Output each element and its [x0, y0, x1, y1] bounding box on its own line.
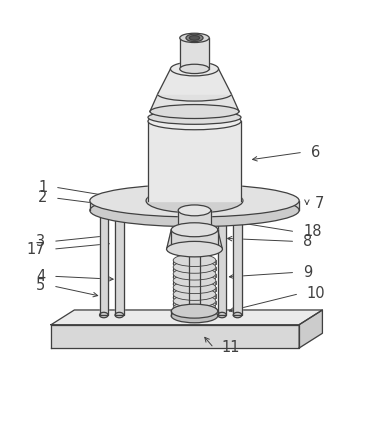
Ellipse shape [150, 104, 239, 119]
Ellipse shape [146, 188, 243, 213]
Ellipse shape [90, 184, 299, 217]
Text: 8: 8 [303, 234, 312, 249]
Ellipse shape [173, 295, 216, 307]
Ellipse shape [148, 111, 241, 124]
Ellipse shape [218, 208, 226, 213]
Ellipse shape [173, 278, 216, 290]
Ellipse shape [173, 258, 216, 270]
Ellipse shape [173, 271, 216, 283]
Polygon shape [51, 325, 299, 348]
Text: 17: 17 [26, 242, 45, 257]
Ellipse shape [171, 223, 218, 237]
Text: 1: 1 [38, 180, 47, 194]
Ellipse shape [189, 36, 200, 40]
Polygon shape [180, 38, 209, 69]
Text: 9: 9 [303, 265, 312, 280]
Ellipse shape [158, 87, 231, 101]
Ellipse shape [173, 285, 216, 297]
Text: 10: 10 [307, 286, 326, 301]
Ellipse shape [173, 261, 216, 273]
Text: 5: 5 [36, 278, 45, 293]
Text: 6: 6 [311, 145, 320, 160]
Polygon shape [90, 201, 299, 210]
Polygon shape [171, 230, 218, 249]
Ellipse shape [115, 312, 124, 318]
Ellipse shape [178, 205, 211, 216]
Ellipse shape [233, 208, 242, 213]
Ellipse shape [166, 242, 223, 257]
Ellipse shape [173, 274, 216, 287]
Ellipse shape [170, 62, 219, 76]
Polygon shape [218, 210, 226, 315]
Ellipse shape [173, 298, 216, 310]
Polygon shape [189, 210, 200, 315]
Text: 2: 2 [38, 190, 47, 206]
Polygon shape [115, 210, 124, 315]
Ellipse shape [173, 288, 216, 301]
Polygon shape [150, 94, 239, 111]
Ellipse shape [173, 301, 216, 314]
Ellipse shape [171, 304, 218, 318]
Ellipse shape [178, 224, 211, 235]
Polygon shape [100, 210, 108, 315]
Ellipse shape [173, 264, 216, 277]
Ellipse shape [100, 312, 108, 318]
Ellipse shape [148, 192, 241, 209]
Text: 11: 11 [222, 341, 240, 356]
Text: 3: 3 [36, 234, 45, 249]
Polygon shape [178, 210, 211, 230]
Text: 7: 7 [315, 196, 324, 211]
Ellipse shape [173, 268, 216, 280]
Polygon shape [166, 230, 223, 249]
Text: 18: 18 [303, 224, 322, 239]
Ellipse shape [218, 312, 226, 318]
Polygon shape [233, 210, 242, 315]
Ellipse shape [171, 242, 218, 256]
Polygon shape [148, 121, 241, 201]
Ellipse shape [90, 194, 299, 226]
Ellipse shape [173, 281, 216, 293]
Text: 4: 4 [36, 269, 45, 284]
Polygon shape [299, 310, 322, 348]
Ellipse shape [100, 208, 108, 213]
Ellipse shape [173, 305, 216, 317]
Ellipse shape [180, 33, 209, 43]
Ellipse shape [148, 113, 241, 130]
Ellipse shape [173, 291, 216, 304]
Ellipse shape [233, 312, 242, 318]
Ellipse shape [171, 309, 218, 323]
Ellipse shape [173, 254, 216, 266]
Ellipse shape [186, 34, 203, 42]
Ellipse shape [180, 64, 209, 74]
Polygon shape [158, 69, 231, 94]
Polygon shape [51, 310, 322, 325]
Ellipse shape [115, 208, 124, 213]
